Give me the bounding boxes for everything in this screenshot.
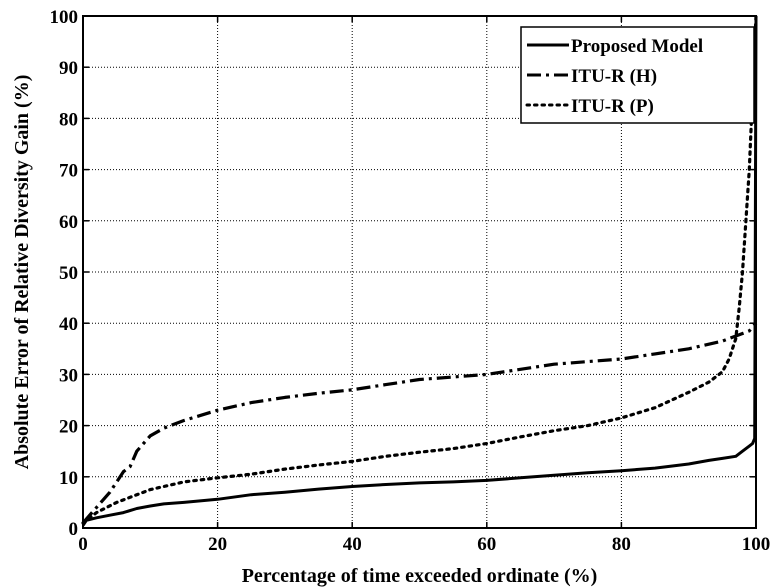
series-line-itu-r-h bbox=[81, 322, 758, 524]
legend-label: ITU-R (H) bbox=[571, 66, 657, 87]
y-tick-label: 60 bbox=[59, 212, 78, 233]
x-tick-label: 0 bbox=[78, 534, 88, 555]
y-tick-label: 50 bbox=[59, 263, 78, 284]
y-tick-label: 20 bbox=[59, 417, 78, 438]
x-tick-label: 80 bbox=[612, 534, 631, 555]
y-tick-label: 10 bbox=[59, 468, 78, 489]
x-tick-label: 100 bbox=[742, 534, 771, 555]
y-tick-label: 100 bbox=[50, 7, 79, 28]
legend-label: Proposed Model bbox=[571, 36, 703, 57]
x-tick-label: 40 bbox=[343, 534, 362, 555]
legend: Proposed Model ITU-R (H) ITU-R (P) bbox=[520, 26, 755, 124]
grid bbox=[83, 16, 756, 528]
y-tick-label: 90 bbox=[59, 58, 78, 79]
y-tick-label: 40 bbox=[59, 314, 78, 335]
y-tick-label: 0 bbox=[69, 519, 79, 540]
series-line-proposed-model bbox=[81, 15, 758, 527]
series-layer bbox=[81, 14, 758, 527]
ticks: 0 20 40 60 80 100 0 10 20 30 40 50 60 70 80 90 100 bbox=[50, 7, 771, 555]
x-axis-label: Percentage of time exceeded ordinate (%) bbox=[242, 565, 598, 587]
y-axis-label: Absolute Error of Relative Diversity Gai… bbox=[11, 75, 33, 470]
series-line-itu-r-p bbox=[81, 14, 758, 525]
x-tick-label: 60 bbox=[477, 534, 496, 555]
y-tick-label: 80 bbox=[59, 109, 78, 130]
y-tick-label: 30 bbox=[59, 365, 78, 386]
legend-label: ITU-R (P) bbox=[571, 96, 654, 117]
y-tick-label: 70 bbox=[59, 161, 78, 182]
x-tick-label: 20 bbox=[208, 534, 227, 555]
